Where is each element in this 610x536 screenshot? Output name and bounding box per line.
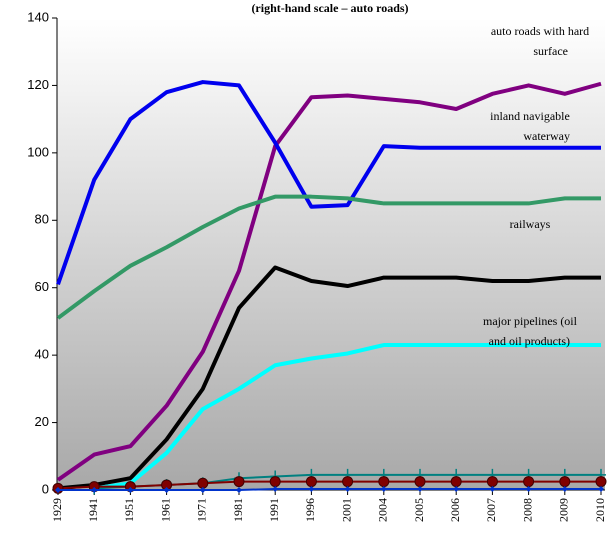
annotation: major pipelines (oil: [483, 314, 578, 328]
annotation: inland navigable: [490, 109, 570, 123]
marker: [305, 476, 317, 488]
marker: [414, 476, 426, 488]
y-tick-label: 140: [27, 9, 49, 24]
y-tick-label: 120: [27, 77, 49, 92]
series-line: [56, 194, 601, 320]
annotation: surface: [533, 44, 568, 58]
series-line: [58, 487, 601, 491]
marker: [272, 485, 279, 492]
marker: [559, 476, 571, 488]
marker: [197, 477, 209, 489]
series-line: [56, 80, 601, 285]
marker: [233, 476, 245, 488]
marker: [236, 487, 242, 493]
marker: [344, 485, 351, 492]
x-tick-label: 1961: [158, 498, 172, 522]
marker: [91, 487, 98, 493]
y-tick-label: 60: [35, 279, 49, 294]
annotation: auto roads with hard: [491, 24, 589, 38]
marker: [595, 476, 607, 488]
marker: [380, 485, 387, 492]
marker: [598, 485, 604, 492]
marker: [525, 485, 532, 492]
annotation: railways: [510, 217, 551, 231]
x-tick-label: 1991: [267, 498, 281, 522]
y-tick-label: 100: [27, 144, 49, 159]
marker: [127, 487, 134, 493]
marker: [199, 487, 206, 493]
x-tick-label: 1941: [86, 498, 100, 522]
x-tick-label: 1951: [122, 498, 136, 522]
x-tick-label: 2006: [448, 498, 462, 522]
marker: [561, 485, 568, 492]
y-tick-label: 0: [42, 481, 49, 496]
annotation: and oil products): [489, 334, 570, 348]
marker: [489, 485, 496, 492]
marker: [308, 485, 315, 492]
marker: [453, 485, 460, 492]
chart-title: (right-hand scale – auto roads): [251, 1, 408, 15]
annotation: waterway: [523, 129, 570, 143]
marker: [417, 485, 423, 492]
x-tick-label: 2009: [557, 498, 571, 522]
series-line: [57, 265, 601, 491]
marker: [342, 476, 354, 488]
x-tick-label: 1996: [303, 498, 317, 522]
series-line: [93, 343, 601, 491]
marker: [486, 476, 498, 488]
y-tick-label: 20: [35, 414, 49, 429]
x-tick-label: 1981: [231, 498, 245, 522]
x-tick-label: 2001: [339, 498, 353, 522]
x-tick-label: 2005: [412, 498, 426, 522]
marker: [269, 476, 281, 488]
marker: [163, 487, 170, 493]
x-tick-label: 2004: [376, 498, 390, 522]
marker: [523, 476, 535, 488]
series-line: [57, 480, 601, 490]
marker: [378, 476, 390, 488]
x-tick-label: 1971: [195, 498, 209, 522]
x-tick-label: 1929: [50, 498, 64, 522]
y-tick-label: 80: [35, 212, 49, 227]
marker: [55, 487, 61, 493]
marker: [450, 476, 462, 488]
y-tick-label: 40: [35, 347, 49, 362]
series-line: [56, 81, 602, 482]
x-tick-label: 2010: [593, 498, 607, 522]
x-tick-label: 2008: [520, 498, 534, 522]
x-tick-label: 2007: [484, 498, 498, 522]
